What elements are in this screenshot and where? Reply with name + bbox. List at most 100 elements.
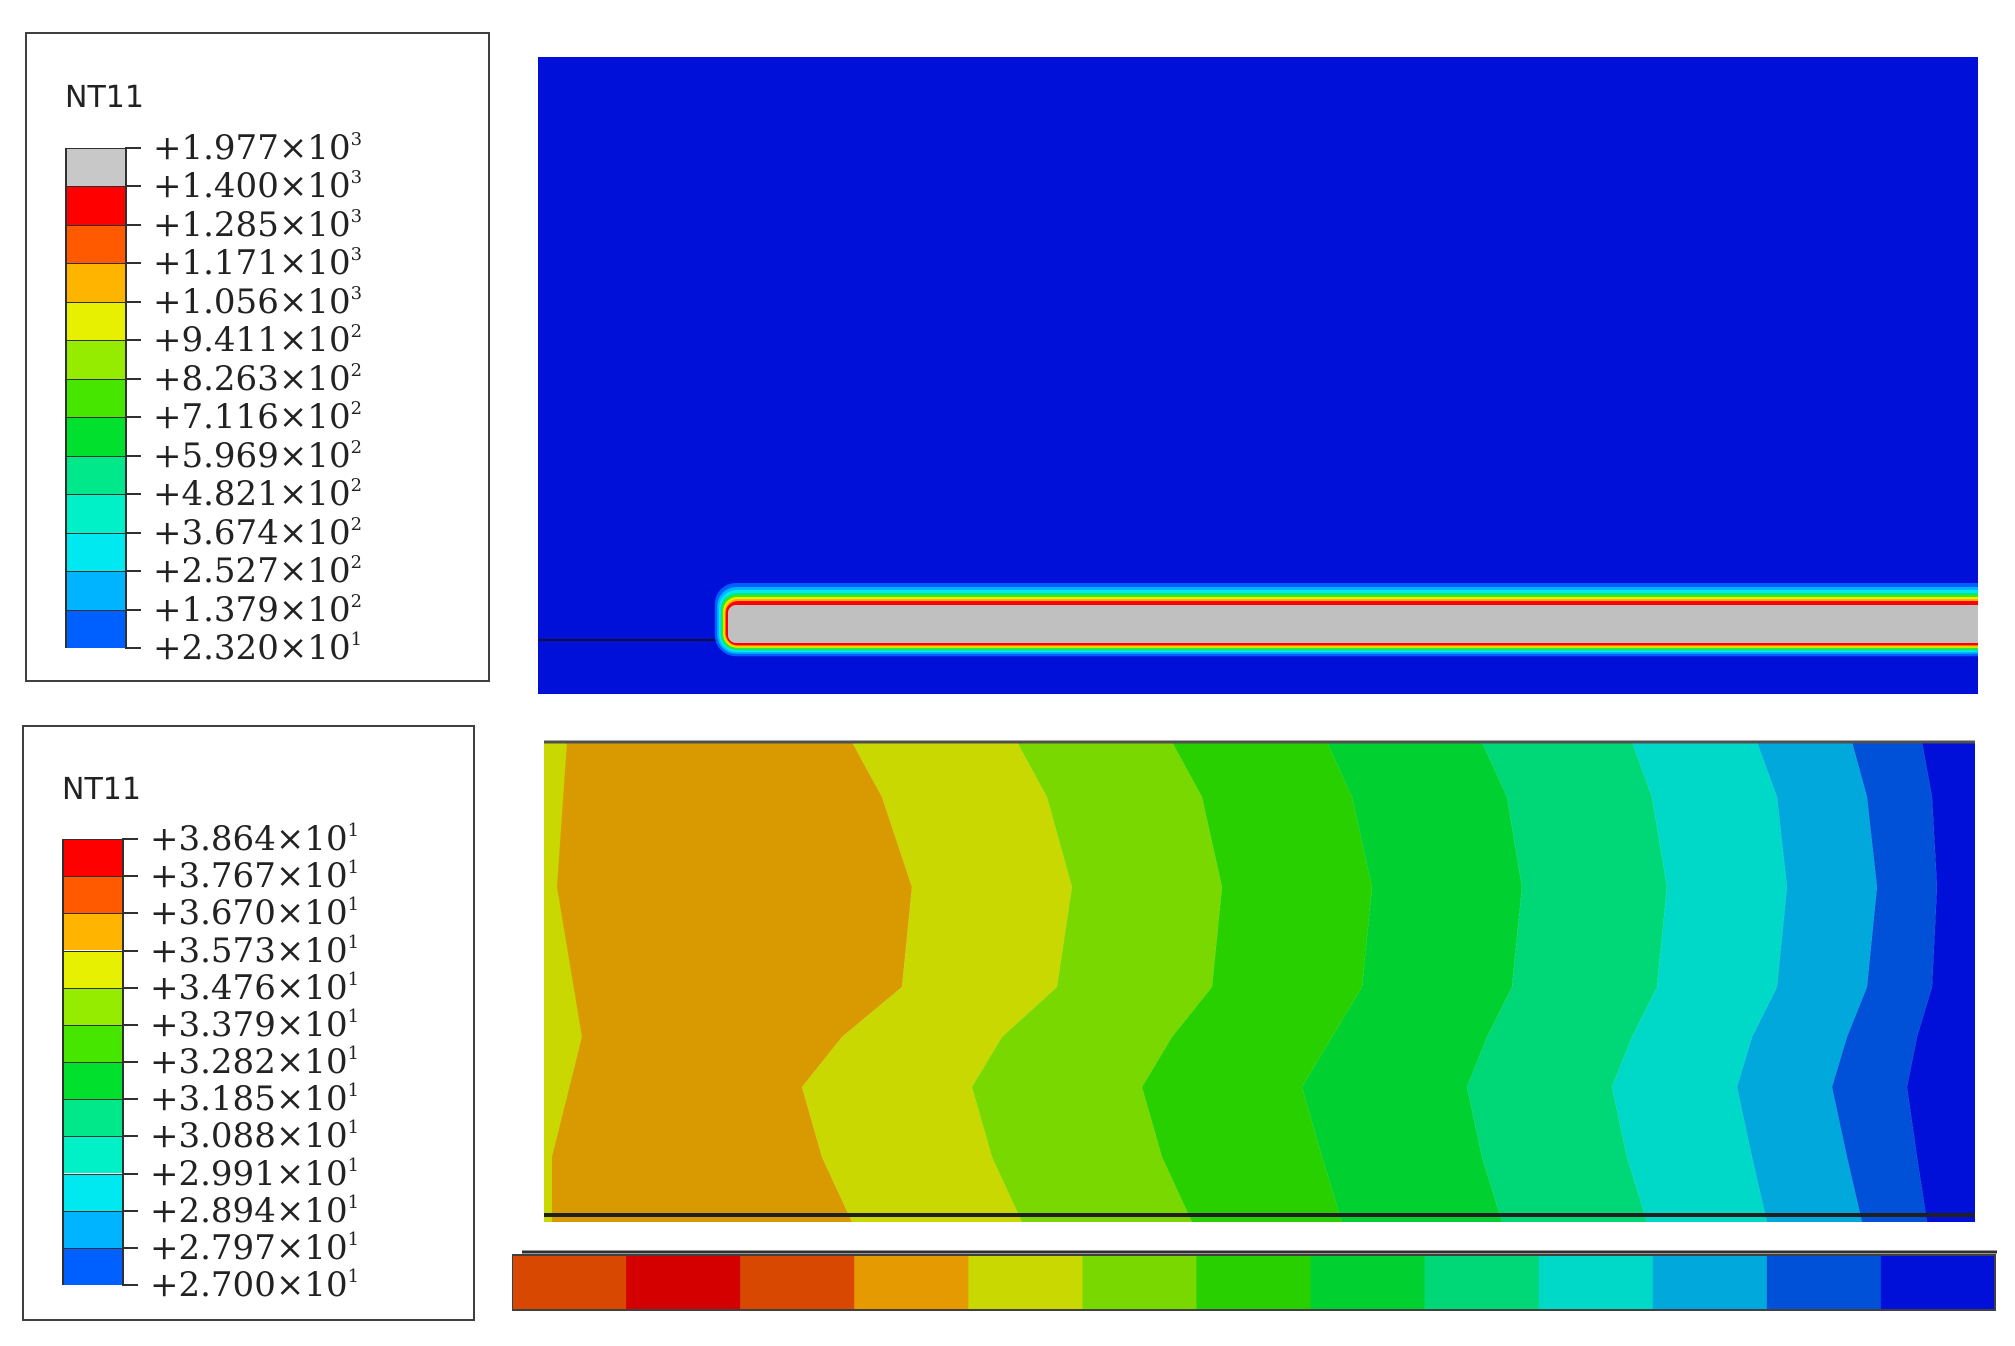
legend-label-exponent: 3 — [350, 129, 363, 150]
flange-strip-band — [626, 1255, 742, 1310]
flange-strip-band — [1538, 1255, 1654, 1310]
legend-swatch — [64, 1210, 122, 1248]
legend-tick — [125, 300, 141, 303]
legend-tick — [122, 875, 138, 878]
legend-label-exponent: 3 — [350, 282, 363, 304]
legend-label-exponent: 1 — [347, 820, 360, 841]
legend-label-exponent: 2 — [350, 321, 363, 343]
legend-label: +3.670×101 — [150, 893, 360, 934]
legend-title: NT11 — [65, 80, 144, 115]
legend-swatch — [67, 378, 125, 418]
legend-tick — [125, 493, 141, 496]
flange-strip-band — [1196, 1255, 1312, 1310]
legend-label-exponent: 2 — [350, 552, 363, 574]
legend-label: +2.700×101 — [150, 1266, 360, 1303]
legend-label-value: +5.969×10 — [153, 435, 351, 476]
flange-strip-band — [1652, 1255, 1768, 1310]
legend-label: +3.767×101 — [150, 859, 359, 894]
contour-band — [544, 742, 912, 1222]
color-scale-bar — [65, 148, 127, 648]
legend-label-value: +1.400×10 — [153, 166, 351, 207]
legend-label-exponent: 3 — [350, 244, 363, 266]
contour-band — [1832, 742, 1937, 1222]
legend-label-value: +2.320×10 — [153, 628, 351, 668]
legend-tick — [125, 531, 141, 534]
legend-tick — [122, 912, 138, 915]
legend-label-value: +4.821×10 — [153, 474, 351, 515]
legend-tick — [122, 949, 138, 952]
legend-label-exponent: 1 — [350, 629, 363, 650]
legend-swatch — [67, 263, 125, 302]
legend-label: +1.056×103 — [153, 282, 363, 319]
legend-label: +3.185×101 — [150, 1080, 360, 1117]
legend-label: +1.285×103 — [153, 204, 362, 245]
legend-label-exponent: 1 — [347, 1005, 360, 1027]
legend-label-exponent: 1 — [347, 894, 360, 916]
contour-band — [1612, 742, 1787, 1222]
hot-weld-bead — [728, 605, 1988, 643]
legend-label: +1.400×103 — [153, 166, 363, 207]
legend-label: +3.573×101 — [150, 930, 359, 971]
legend-swatch — [64, 1062, 122, 1100]
legend-swatch — [64, 950, 122, 988]
contour-band — [1907, 742, 1975, 1222]
legend-label: +5.969×102 — [153, 435, 362, 476]
legend-label-value: +1.285×10 — [153, 204, 351, 245]
legend-label-exponent: 1 — [347, 1117, 360, 1139]
contour-band — [1737, 742, 1877, 1222]
legend-label-value: +2.797×10 — [150, 1227, 348, 1268]
flange-strip-band — [740, 1255, 856, 1310]
legend-label-value: +3.088×10 — [150, 1116, 348, 1157]
legend-label-exponent: 1 — [347, 1080, 360, 1102]
legend-label: +2.527×102 — [153, 552, 363, 589]
legend-label-exponent: 1 — [347, 1043, 360, 1064]
legend-label: +1.171×103 — [153, 244, 363, 281]
legend-bottom: NT11 +3.864×101 +3.767×101 +3.670×101 +3.57… — [22, 725, 475, 1321]
legend-swatch — [67, 532, 125, 572]
legend-label: +3.088×101 — [150, 1116, 360, 1157]
legend-swatch — [67, 455, 125, 495]
contour-band — [1142, 742, 1372, 1222]
legend-tick — [125, 223, 141, 226]
legend-swatch — [67, 186, 125, 225]
legend-swatch — [67, 571, 125, 610]
legend-swatch — [67, 148, 125, 187]
legend-tick — [122, 1172, 138, 1175]
flange-strip-band — [512, 1255, 628, 1310]
legend-label: +3.864×101 — [150, 819, 360, 859]
legend-label: +4.821×102 — [153, 474, 362, 515]
legend-title: NT11 — [62, 772, 141, 807]
legend-label: +9.411×102 — [153, 320, 363, 361]
contour-band-edge — [544, 742, 582, 1222]
legend-label-value: +3.670×10 — [150, 893, 348, 934]
legend-tick — [125, 416, 141, 419]
legend-swatch — [64, 876, 122, 914]
legend-label-value: +3.864×10 — [150, 819, 348, 859]
legend-label-value: +2.991×10 — [150, 1153, 348, 1194]
legend-label-exponent: 1 — [347, 1266, 360, 1287]
legend-label-value: +2.894×10 — [150, 1190, 348, 1231]
legend-tick — [122, 1284, 138, 1286]
contour-band — [972, 742, 1222, 1222]
legend-label-value: +3.674×10 — [153, 512, 351, 553]
legend-swatch — [67, 224, 125, 264]
legend-tick — [125, 647, 141, 649]
legend-tick — [125, 339, 141, 342]
legend-tick — [125, 377, 141, 380]
legend-tick — [122, 838, 138, 840]
legend-swatch — [67, 494, 125, 533]
legend-label-value: +3.573×10 — [150, 930, 348, 971]
legend-label: +3.379×101 — [150, 1005, 360, 1042]
legend-swatch — [64, 1247, 122, 1285]
color-scale-bar — [62, 839, 124, 1285]
legend-label-value: +3.282×10 — [150, 1042, 348, 1082]
contour-band — [802, 742, 1072, 1222]
legend-label-value: +1.977×10 — [153, 128, 351, 168]
legend-label-exponent: 3 — [350, 167, 363, 189]
legend-label-value: +7.116×10 — [153, 397, 351, 438]
legend-swatch — [67, 417, 125, 456]
legend-label-value: +9.411×10 — [153, 320, 351, 361]
legend-tick — [122, 1098, 138, 1101]
legend-label-exponent: 1 — [347, 1154, 360, 1176]
legend-label: +7.116×102 — [153, 397, 362, 438]
